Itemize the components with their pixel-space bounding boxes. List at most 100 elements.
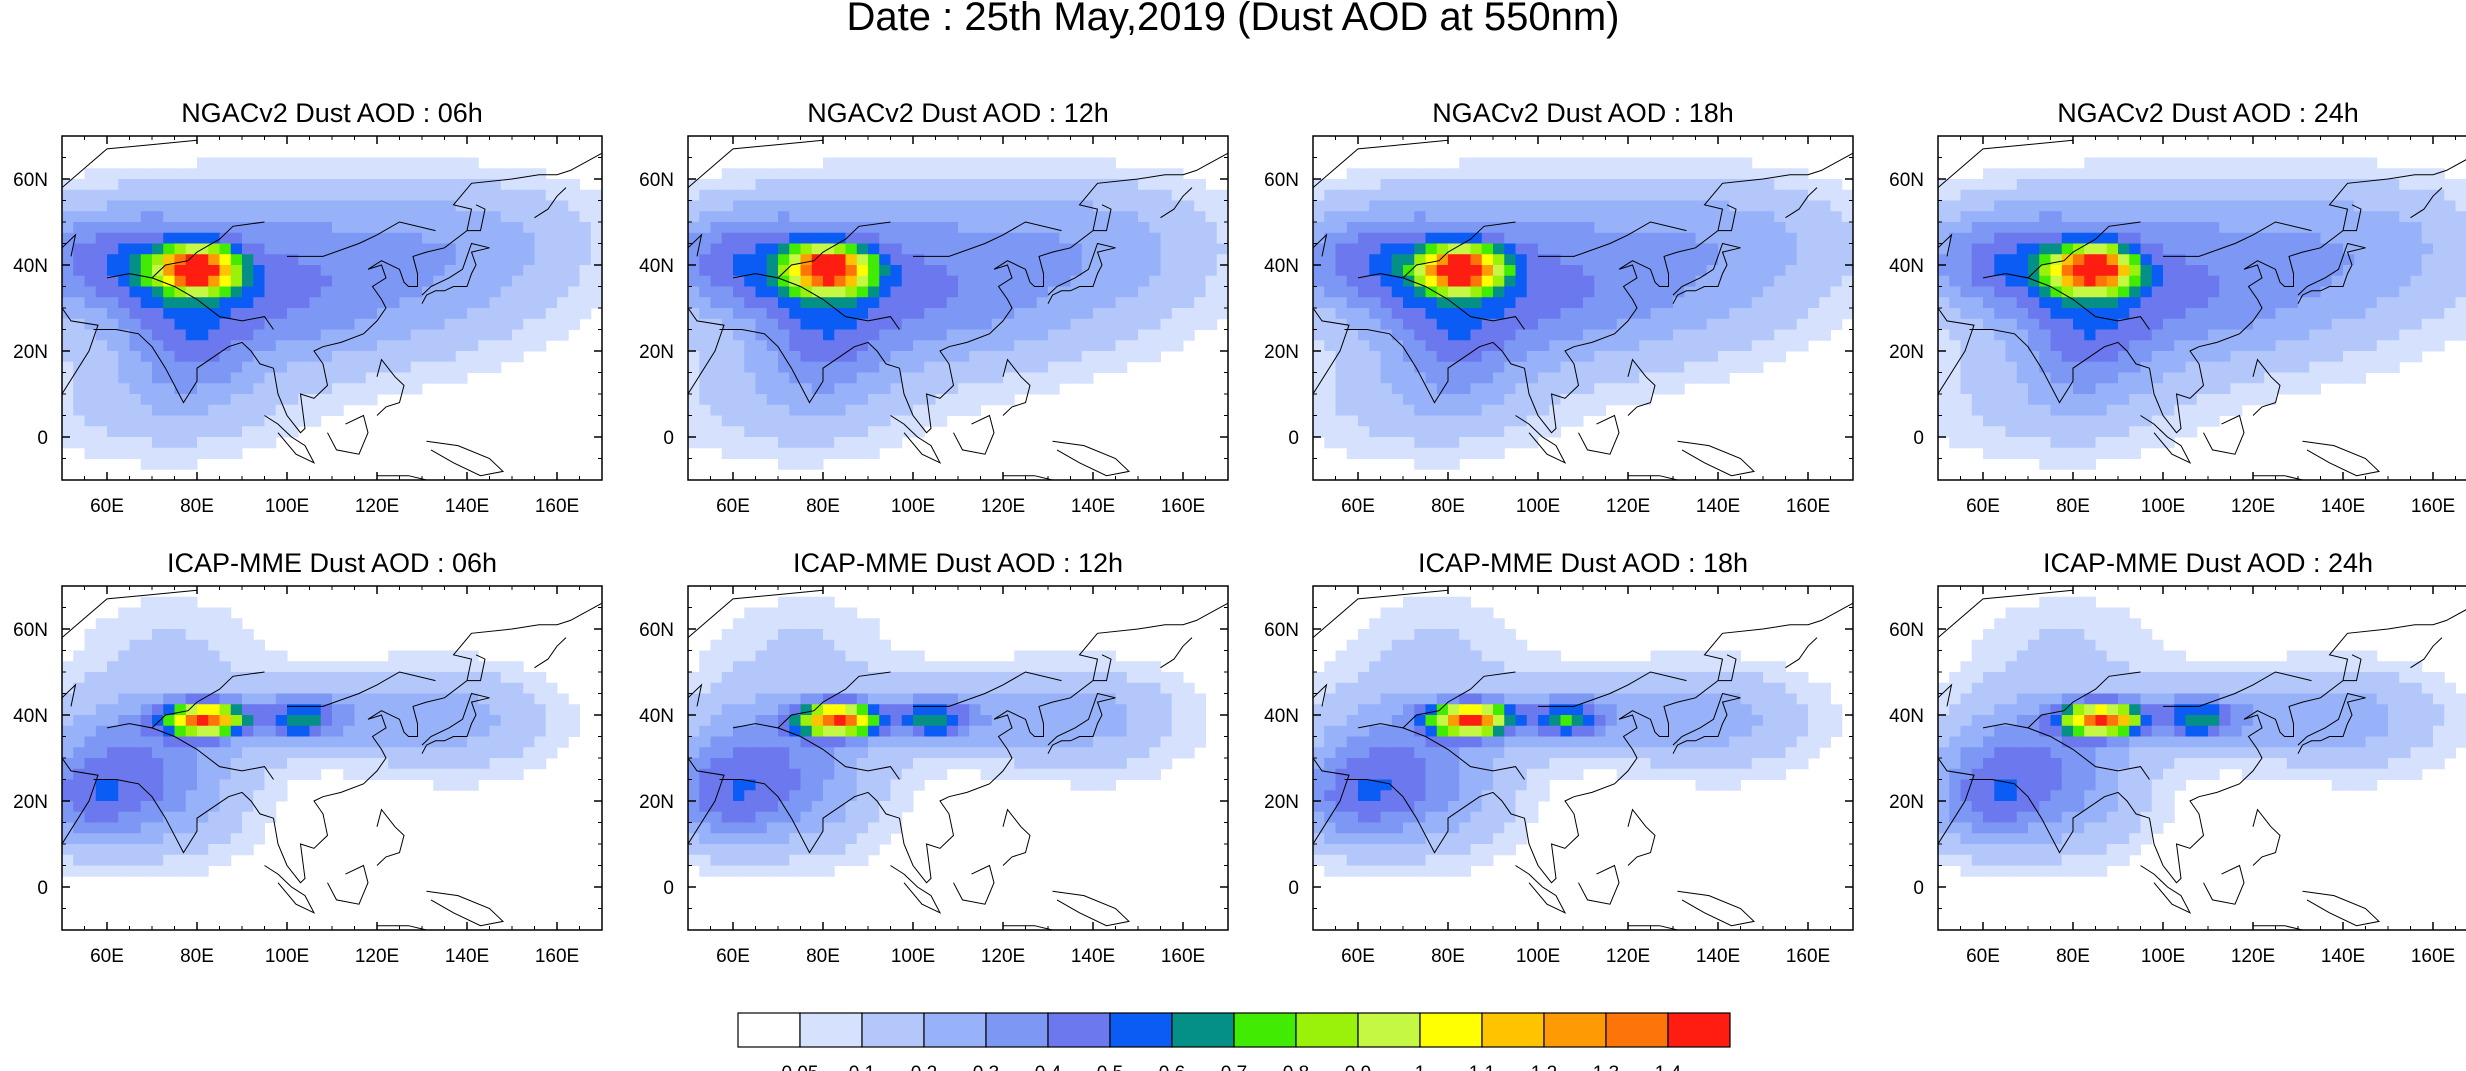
lon-tick-label: 160E [2411,946,2455,967]
colorbar-label: 1.4 [1655,1063,1682,1071]
colorbar-swatch [1605,1012,1669,1048]
map-panel: NGACv2 Dust AOD : 12h 60E 80E 100E 120E 140E 1… [639,98,1229,517]
dust-aod-field [1938,586,2466,930]
lon-tick-label: 80E [180,496,214,517]
map-panel: NGACv2 Dust AOD : 24h 60E 80E 100E 120E 140E 1… [1889,98,2466,517]
lon-tick-label: 100E [265,946,309,967]
lon-tick-label: 80E [1431,946,1465,967]
colorbar-label: 1.3 [1593,1063,1619,1071]
lat-tick-label: 60N [1264,620,1299,641]
lat-tick-label: 60N [639,170,674,191]
colorbar-swatch [1667,1012,1731,1048]
colorbar-swatch [1357,1012,1421,1048]
lat-tick-label: 40N [13,256,48,277]
colorbar-swatch [1543,1012,1607,1048]
lat-tick-label: 60N [1889,620,1924,641]
dust-aod-field [1938,136,2466,480]
panel-title: NGACv2 Dust AOD : 24h [2057,98,2359,128]
lat-tick-label: 60N [1889,170,1924,191]
lat-tick-label: 20N [1889,342,1924,363]
map-panel: ICAP-MME Dust AOD : 12h 60E 80E 100E 120E 140… [639,548,1229,967]
colorbar-swatch [1171,1012,1235,1048]
panel-title: ICAP-MME Dust AOD : 06h [167,548,497,578]
colorbar-swatch [1109,1012,1173,1048]
lon-tick-label: 60E [716,946,750,967]
map-panel: NGACv2 Dust AOD : 18h 60E 80E 100E 120E 140E 1… [1264,98,1854,517]
colorbar-label: 0.6 [1159,1063,1185,1071]
panel-title: ICAP-MME Dust AOD : 12h [793,548,1123,578]
lon-tick-label: 80E [2056,496,2090,517]
lat-tick-label: 40N [639,256,674,277]
coastlines [1313,139,1853,480]
lat-tick-label: 40N [1889,256,1924,277]
map-panels: NGACv2 Dust AOD : 06h 60E 80E 100E 120E 140E 1… [13,98,2466,967]
dust-aod-field [62,136,602,480]
lon-tick-label: 80E [2056,946,2090,967]
lat-tick-label: 0 [1288,878,1299,899]
lat-tick-label: 60N [1264,170,1299,191]
colorbar-label: 0.1 [849,1063,875,1071]
coastlines [1313,589,1853,930]
lon-tick-label: 120E [1606,946,1650,967]
lon-tick-label: 100E [1516,496,1560,517]
lon-tick-label: 140E [445,946,489,967]
coastlines [1938,589,2466,930]
lon-tick-label: 60E [90,496,124,517]
panel-title: ICAP-MME Dust AOD : 24h [2043,548,2373,578]
lat-tick-label: 60N [13,620,48,641]
lon-tick-label: 60E [1341,496,1375,517]
lon-tick-label: 120E [355,496,399,517]
colorbar: 0.05 0.1 0.2 0.3 0.4 0.5 0.6 0.7 0.8 0.9 1 1.1 1.2 1.… [737,1012,1731,1071]
lat-tick-label: 40N [1264,256,1299,277]
lon-tick-label: 120E [981,496,1025,517]
lon-tick-label: 120E [355,946,399,967]
panel-title: NGACv2 Dust AOD : 06h [181,98,483,128]
colorbar-label: 0.05 [782,1063,819,1071]
panel-title: ICAP-MME Dust AOD : 18h [1418,548,1748,578]
lon-tick-label: 140E [2321,946,2365,967]
colorbar-swatch [1295,1012,1359,1048]
colorbar-swatch [737,1012,801,1048]
dust-aod-field [688,586,1228,930]
lon-tick-label: 140E [1071,496,1115,517]
colorbar-label: 0.7 [1221,1063,1247,1071]
lat-tick-label: 0 [663,878,674,899]
colorbar-swatch [923,1012,987,1048]
lon-tick-label: 100E [891,946,935,967]
lon-tick-label: 160E [2411,496,2455,517]
lon-tick-label: 160E [1161,946,1205,967]
lon-tick-label: 60E [1966,496,2000,517]
lat-tick-label: 0 [1913,878,1924,899]
lon-tick-label: 140E [1071,946,1115,967]
colorbar-swatch [1419,1012,1483,1048]
coastlines [62,139,602,480]
lat-tick-label: 20N [1264,792,1299,813]
lon-tick-label: 140E [1696,946,1740,967]
panel-title: NGACv2 Dust AOD : 12h [807,98,1109,128]
lon-tick-label: 120E [2231,496,2275,517]
dust-aod-field [1313,136,1853,480]
lon-tick-label: 60E [716,496,750,517]
coastlines [688,589,1228,930]
colorbar-label: 0.8 [1283,1063,1309,1071]
lon-tick-label: 120E [1606,496,1650,517]
colorbar-label: 0.5 [1097,1063,1123,1071]
lon-tick-label: 120E [981,946,1025,967]
colorbar-label: 0.2 [911,1063,937,1071]
lat-tick-label: 0 [37,428,48,449]
lon-tick-label: 160E [1786,946,1830,967]
lon-tick-label: 100E [265,496,309,517]
colorbar-label: 0.4 [1035,1063,1062,1071]
dust-aod-field [688,136,1228,480]
lon-tick-label: 100E [1516,946,1560,967]
lat-tick-label: 40N [13,706,48,727]
lat-tick-label: 60N [13,170,48,191]
lat-tick-label: 40N [1264,706,1299,727]
dust-aod-field [1313,586,1853,930]
lat-tick-label: 0 [663,428,674,449]
lat-tick-label: 20N [639,792,674,813]
colorbar-swatch [861,1012,925,1048]
map-panel: ICAP-MME Dust AOD : 06h 60E 80E 100E 120E 140… [13,548,603,967]
colorbar-label: 1.2 [1531,1063,1557,1071]
